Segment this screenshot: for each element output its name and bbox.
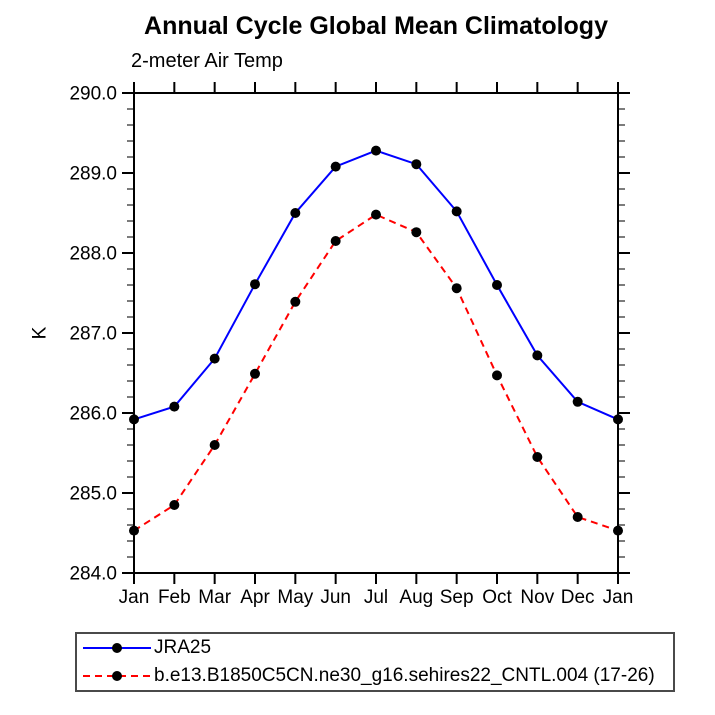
data-point <box>371 209 381 220</box>
legend-label-model: b.e13.B1850C5CN.ne30_g16.sehires22_CNTL.… <box>154 665 655 686</box>
data-point <box>613 414 623 425</box>
x-tick-label: Feb <box>158 587 191 608</box>
data-point <box>250 279 260 290</box>
x-tick-label: Sep <box>440 587 474 608</box>
x-tick-label: Jan <box>603 587 634 608</box>
data-point <box>492 370 502 381</box>
y-tick-label: 284.0 <box>69 564 117 585</box>
data-point <box>451 206 462 217</box>
x-tick-label: Dec <box>561 587 595 608</box>
y-tick-label: 290.0 <box>69 84 117 105</box>
y-tick-label: 286.0 <box>69 404 117 425</box>
y-tick-label: 287.0 <box>69 324 117 345</box>
data-point <box>250 368 260 379</box>
x-tick-label: Apr <box>240 587 270 608</box>
data-point <box>129 414 139 425</box>
series-line-jra25 <box>133 149 619 421</box>
data-point <box>330 236 341 246</box>
data-point <box>613 525 623 536</box>
data-point <box>290 296 301 307</box>
data-point <box>492 280 502 290</box>
chart-title: Annual Cycle Global Mean Climatology <box>144 12 608 40</box>
data-point <box>209 440 220 450</box>
data-point <box>330 161 341 172</box>
x-tick-label: Oct <box>482 587 512 608</box>
data-point <box>532 452 543 462</box>
legend-line-sample-model <box>83 671 151 681</box>
data-point <box>411 227 422 238</box>
chart-subtitle: 2-meter Air Temp <box>131 50 283 72</box>
x-tick-label: Jun <box>320 587 351 608</box>
x-tick-label: Mar <box>198 587 231 608</box>
data-point <box>532 350 543 361</box>
y-tick-label: 289.0 <box>69 164 117 185</box>
y-tick-label: 288.0 <box>69 244 117 265</box>
data-point <box>572 512 583 522</box>
data-point <box>169 401 180 412</box>
legend-line-sample-jra25 <box>83 643 151 653</box>
legend-label-jra25: JRA25 <box>154 637 212 658</box>
x-tick-label: Jul <box>364 587 388 608</box>
data-point <box>572 396 583 407</box>
x-tick-label: May <box>277 587 313 608</box>
data-point <box>209 353 220 364</box>
legend-item-jra25: JRA25 <box>77 634 673 662</box>
data-point <box>290 208 301 218</box>
series-line-model <box>133 213 619 532</box>
legend-item-model: b.e13.B1850C5CN.ne30_g16.sehires22_CNTL.… <box>77 662 673 690</box>
data-point <box>169 500 180 510</box>
x-tick-label: Nov <box>520 587 554 608</box>
plot-frame <box>133 92 619 574</box>
data-point <box>411 159 422 170</box>
x-tick-label: Jan <box>119 587 150 608</box>
data-point <box>371 145 381 156</box>
x-tick-label: Aug <box>399 587 433 608</box>
data-point <box>451 283 462 294</box>
legend-marker <box>112 671 122 681</box>
legend: JRA25 b.e13.B1850C5CN.ne30_g16.sehires22… <box>75 632 675 692</box>
legend-marker <box>112 643 122 653</box>
data-point <box>129 525 139 536</box>
y-tick-label: 285.0 <box>69 484 117 505</box>
